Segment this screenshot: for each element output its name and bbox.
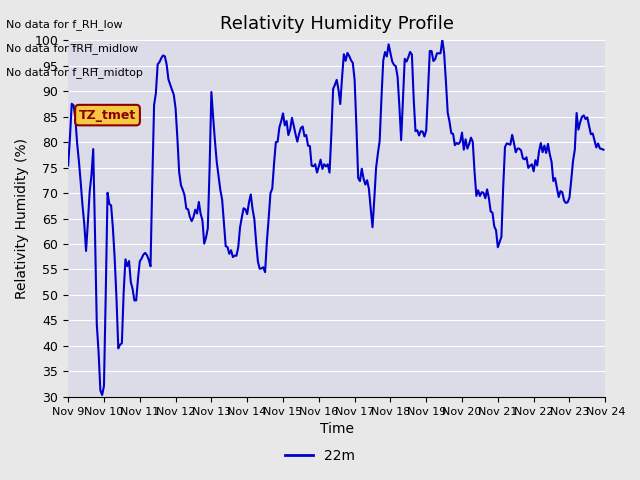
Text: TZ_tmet: TZ_tmet (79, 108, 136, 121)
X-axis label: Time: Time (320, 422, 354, 436)
Y-axis label: Relativity Humidity (%): Relativity Humidity (%) (15, 138, 29, 299)
Text: No data for f_RH_low: No data for f_RH_low (6, 19, 123, 30)
Legend: 22m: 22m (280, 443, 360, 468)
Text: No data for f̅RH̅_midlow: No data for f̅RH̅_midlow (6, 43, 138, 54)
Title: Relativity Humidity Profile: Relativity Humidity Profile (220, 15, 454, 33)
Text: No data for f_RH̅_midtop: No data for f_RH̅_midtop (6, 67, 143, 78)
